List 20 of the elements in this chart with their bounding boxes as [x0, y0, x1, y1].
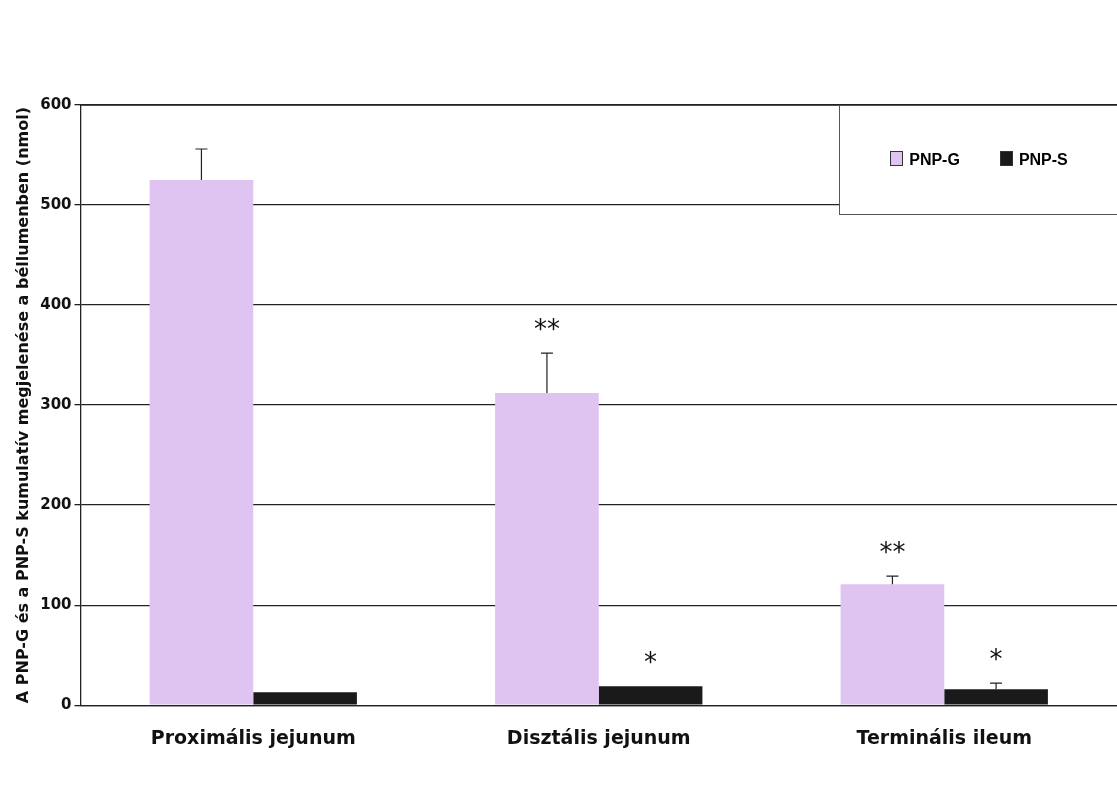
bar	[495, 393, 599, 705]
y-axis-title: A PNP-G és a PNP-S kumulatív megjelenése a béllumenben (nmol)	[12, 107, 32, 704]
annotation: **	[533, 313, 560, 344]
legend-label: PNP-S	[1017, 151, 1068, 169]
y-tick-label: 600	[40, 94, 72, 113]
x-tick-label: Disztális jejunum	[506, 725, 691, 748]
y-tick-label: 300	[40, 394, 72, 413]
y-tick-label: 0	[61, 695, 72, 714]
x-tick-label: Terminális ileum	[856, 725, 1033, 748]
legend-label: PNP-G	[908, 151, 960, 169]
annotation: *	[989, 643, 1003, 674]
y-tick-label: 400	[40, 294, 72, 313]
bar	[840, 584, 945, 705]
bar	[149, 180, 254, 705]
y-tick-label: 100	[40, 595, 72, 614]
x-tick-label: Proximális jejunum	[150, 725, 356, 748]
y-tick-label: 200	[40, 495, 72, 514]
y-tick-label: 500	[40, 194, 72, 213]
annotation: **	[879, 536, 906, 567]
annotation: *	[644, 646, 658, 677]
